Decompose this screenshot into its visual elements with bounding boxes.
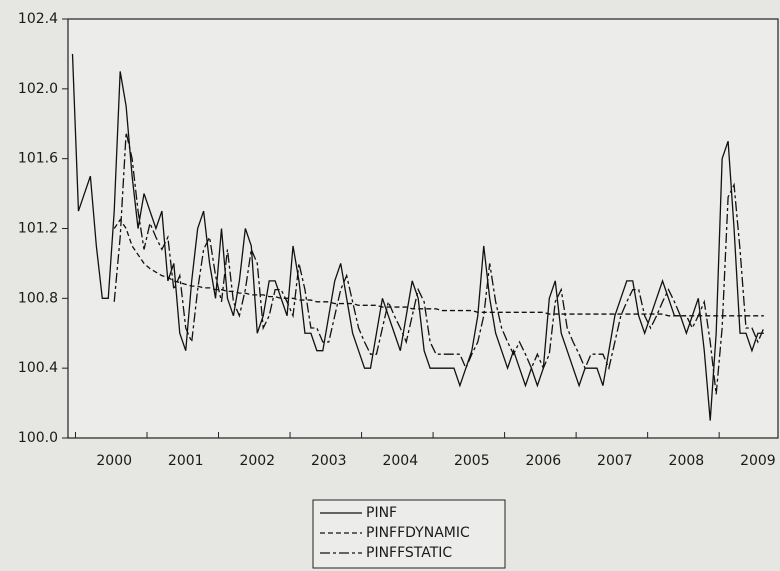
x-tick-label: 2008 (669, 453, 705, 469)
legend-box (312, 499, 506, 569)
x-tick-label: 2002 (239, 453, 275, 469)
series-line (113, 132, 765, 395)
y-tick-label: 102.0 (18, 81, 58, 97)
legend-label: PINFFSTATIC (366, 545, 452, 561)
y-tick-label: 102.4 (18, 11, 58, 27)
y-tick-label: 100.0 (18, 430, 58, 446)
x-tick-label: 2000 (96, 453, 132, 469)
y-tick-label: 101.6 (18, 151, 58, 167)
x-tick-label: 2001 (168, 453, 204, 469)
x-tick-label: 2003 (311, 453, 347, 469)
y-tick-label: 100.4 (18, 360, 58, 376)
y-tick-label: 101.2 (18, 221, 58, 237)
legend-label: PINFFDYNAMIC (366, 525, 470, 541)
x-tick-label: 2006 (526, 453, 562, 469)
legend-label: PINF (366, 505, 397, 521)
y-tick-label: 100.8 (18, 290, 58, 306)
x-tick-label: 2009 (740, 453, 776, 469)
x-tick-label: 2007 (597, 453, 633, 469)
x-tick-label: 2004 (382, 453, 418, 469)
series-line (113, 218, 764, 317)
plot-frame (67, 18, 779, 439)
series-line (71, 53, 764, 421)
x-tick-label: 2005 (454, 453, 490, 469)
